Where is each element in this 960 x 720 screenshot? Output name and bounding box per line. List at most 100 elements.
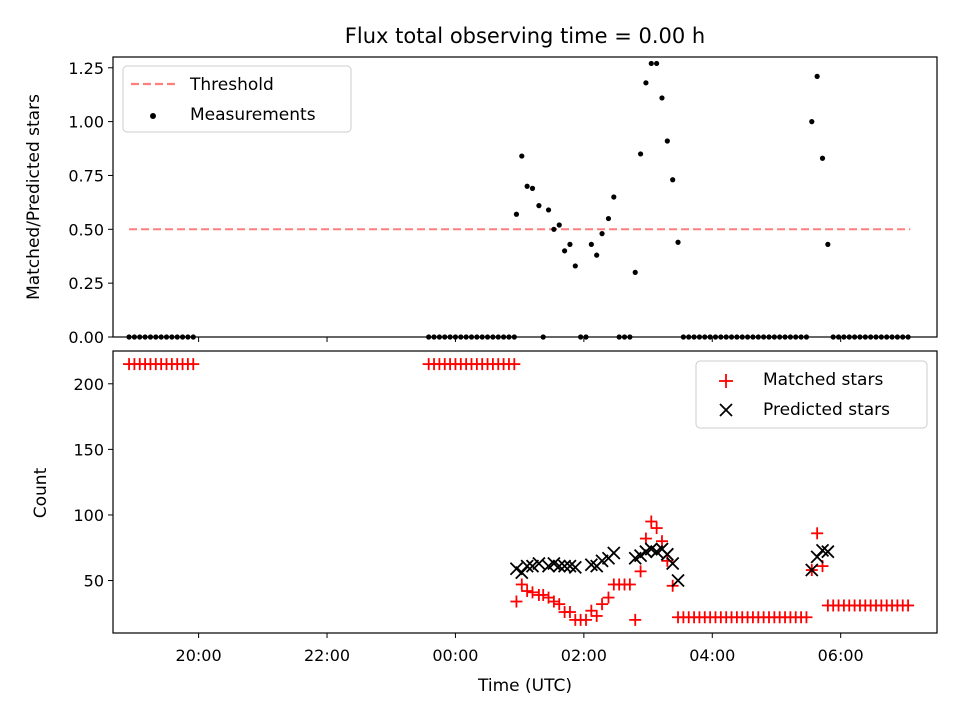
matched-star-marker — [537, 588, 550, 601]
matched-star-marker — [645, 515, 658, 528]
bottom-y-tick-label: 200 — [73, 375, 104, 394]
measurement-point — [567, 241, 573, 247]
predicted-star-marker — [805, 563, 819, 577]
measurement-point — [529, 185, 536, 191]
predicted-star-marker — [509, 562, 524, 576]
matched-star-marker — [585, 604, 598, 617]
predicted-star-marker — [520, 559, 534, 573]
measurement-point — [519, 153, 525, 159]
matched-star-marker — [634, 565, 647, 578]
matched-star-marker — [508, 358, 521, 371]
top-y-tick-label: 1.00 — [68, 113, 104, 132]
matched-star-marker — [596, 598, 609, 611]
top-y-tick-label: 1.25 — [68, 59, 104, 78]
measurement-point — [611, 194, 617, 200]
legend-predicted-label: Predicted stars — [763, 400, 890, 420]
measurement-point — [545, 207, 552, 213]
measurement-point — [814, 73, 820, 79]
chart-title: Flux total observing time = 0.00 h — [345, 24, 705, 48]
measurement-point — [513, 211, 520, 217]
x-axis-label: Time (UTC) — [477, 676, 572, 696]
measurement-point — [825, 241, 831, 247]
legend-matched-label: Matched stars — [763, 370, 883, 390]
bottom-y-tick-label: 150 — [73, 440, 104, 459]
bottom-plot-area: 50 100 150 200 20:00 22:00 00:00 02:00 04:00 06:0… — [73, 358, 915, 665]
top-plot-frame — [112, 56, 938, 338]
top-y-tick-label: 0.00 — [68, 328, 104, 347]
measurement-point — [536, 203, 542, 209]
predicted-star-marker — [671, 573, 685, 588]
measurement-point — [664, 138, 670, 144]
x-tick-label: 00:00 — [432, 646, 478, 665]
legend-measurements-swatch — [150, 113, 156, 119]
measurement-point — [524, 183, 530, 189]
predicted-star-marker — [815, 543, 830, 558]
matched-star-marker — [902, 599, 915, 612]
measurement-point — [654, 60, 660, 67]
bottom-y-axis-label: Count — [31, 467, 51, 518]
predicted-star-marker — [584, 558, 598, 572]
top-legend: Threshold Measurements — [122, 65, 352, 133]
measurement-point — [551, 226, 557, 232]
measurement-point — [637, 151, 644, 157]
measurement-point — [632, 269, 638, 275]
measurement-point — [605, 215, 612, 222]
legend-predicted-swatch — [719, 403, 733, 417]
top-y-tick-label: 0.50 — [68, 220, 104, 239]
matched-star-marker — [602, 591, 615, 604]
matched-star-marker — [526, 586, 539, 599]
predicted-star-marker — [568, 560, 582, 575]
measurement-point — [670, 177, 676, 183]
x-tick-label: 22:00 — [304, 646, 350, 665]
predicted-star-marker — [660, 547, 674, 561]
measurement-point — [675, 239, 681, 245]
predicted-star-marker — [821, 545, 835, 559]
matched-star-marker — [547, 595, 560, 608]
predicted-star-marker — [633, 548, 648, 563]
measurement-point — [599, 231, 605, 237]
matched-star-marker — [187, 358, 200, 371]
measurement-point — [572, 263, 578, 269]
measurement-point — [643, 80, 649, 86]
matched-star-marker — [590, 609, 603, 622]
top-y-tick-label: 0.25 — [68, 274, 104, 293]
matched-star-marker — [629, 613, 642, 626]
x-tick-label: 06:00 — [818, 646, 864, 665]
measurement-point — [809, 119, 815, 125]
predicted-star-marker — [607, 546, 621, 560]
x-tick-label: 02:00 — [561, 646, 607, 665]
predicted-star-marker — [552, 559, 566, 573]
measurement-point — [561, 248, 568, 254]
top-plot-area: 0.00 0.25 0.50 0.75 1.00 1.25 — [68, 59, 911, 347]
measurement-point — [588, 241, 594, 247]
predicted-star-marker — [557, 559, 572, 573]
bottom-y-tick-label: 100 — [73, 506, 104, 525]
bottom-legend: Matched stars Predicted stars — [695, 360, 928, 429]
matched-star-marker — [521, 585, 534, 598]
matched-star-marker — [800, 611, 813, 624]
measurement-point — [648, 60, 654, 67]
matched-star-marker — [553, 598, 566, 611]
predicted-star-marker — [666, 556, 680, 571]
top-y-axis-label: Matched/Predicted stars — [24, 94, 44, 300]
measurement-point — [594, 252, 600, 258]
matched-star-marker — [811, 527, 824, 540]
bottom-plot-frame — [112, 350, 938, 634]
legend-measurements-label: Measurements — [190, 105, 316, 125]
predicted-star-marker — [563, 559, 577, 573]
bottom-y-tick-label: 50 — [84, 572, 104, 591]
x-tick-label: 04:00 — [689, 646, 735, 665]
matched-star-marker — [579, 613, 592, 626]
legend-threshold-label: Threshold — [189, 75, 274, 95]
matched-star-marker — [623, 578, 636, 591]
measurement-point — [819, 155, 826, 161]
matched-star-marker — [650, 522, 663, 535]
legend-matched-swatch — [719, 374, 733, 388]
matched-star-marker — [563, 606, 576, 619]
measurement-point — [556, 222, 562, 228]
top-y-tick-label: 0.75 — [68, 166, 104, 185]
measurement-point — [659, 95, 665, 101]
matched-star-marker — [515, 578, 528, 591]
predicted-star-marker — [532, 556, 546, 571]
